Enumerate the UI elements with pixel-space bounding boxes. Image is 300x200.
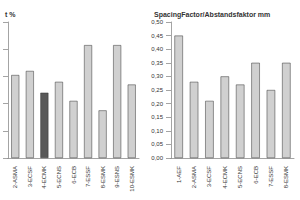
svg-text:0,10: 0,10 [151,128,163,134]
svg-text:8-ESMK: 8-ESMK [100,166,106,188]
svg-text:1-AEF: 1-AEF [176,166,182,183]
svg-text:4-ECMK: 4-ECMK [41,166,47,189]
svg-text:0,05: 0,05 [151,141,163,147]
svg-text:0,25: 0,25 [151,87,163,93]
svg-text:7-ESSF: 7-ESSF [268,166,274,187]
svg-text:8-ESMK: 8-ESMK [283,166,289,188]
svg-text:7-ESSF: 7-ESSF [85,166,91,187]
svg-text:0,15: 0,15 [151,114,163,120]
svg-text:5-ECNS: 5-ECNS [56,166,62,188]
svg-text:6-ECB: 6-ECB [253,166,259,184]
svg-text:2-ASMA: 2-ASMA [12,166,18,188]
svg-text:5-ECNS: 5-ECNS [237,166,243,188]
svg-text:0,35: 0,35 [151,60,163,66]
svg-text:3-ECSF: 3-ECSF [27,166,33,188]
svg-text:6-ECB: 6-ECB [71,166,77,184]
svg-text:0,45: 0,45 [151,33,163,39]
svg-text:10-ESMK: 10-ESMK [129,166,135,192]
svg-text:2-ASMA: 2-ASMA [191,166,197,188]
svg-text:0,00: 0,00 [151,155,163,161]
svg-text:0,20: 0,20 [151,101,163,107]
svg-text:0,50: 0,50 [151,19,163,25]
svg-text:0,40: 0,40 [151,46,163,52]
svg-text:0,30: 0,30 [151,73,163,79]
svg-text:t %: t % [5,11,16,18]
svg-text:4-ECMK: 4-ECMK [222,166,228,189]
svg-text:3-ECSF: 3-ECSF [206,166,212,188]
svg-text:SpacingFactor/Abstandsfaktor m: SpacingFactor/Abstandsfaktor mm [154,11,270,19]
svg-text:9-ESNS: 9-ESNS [114,166,120,188]
